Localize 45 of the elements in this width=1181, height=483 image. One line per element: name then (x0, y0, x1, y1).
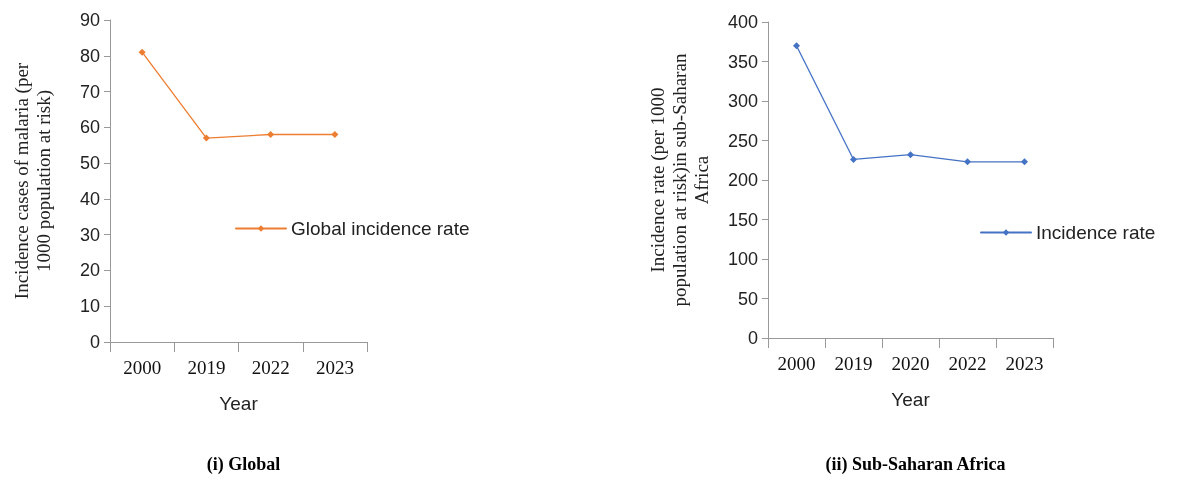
x-tick-label: 2023 (315, 357, 354, 378)
point (138, 48, 146, 56)
y-tick-label: 80 (79, 45, 100, 66)
x-tick-label: 2000 (123, 357, 162, 378)
y-tick-label: 20 (79, 260, 100, 281)
y-axis-title: Incidence rate (per 1000 population at risk)in sub-Saharan Africa (646, 53, 712, 307)
x-tick-label: 2019 (187, 357, 226, 378)
x-tick-label: 2019 (834, 353, 873, 374)
legend-label: Global incidence rate (291, 218, 470, 239)
x-tick-label: 2022 (251, 357, 290, 378)
y-tick-label: 0 (89, 332, 100, 352)
y-tick-label: 200 (727, 170, 758, 190)
point (850, 155, 857, 163)
x-axis-title: Year (891, 389, 931, 410)
y-tick-label: 90 (79, 10, 100, 30)
point (267, 130, 275, 138)
point (964, 158, 971, 166)
y-tick-label: 50 (79, 153, 100, 174)
y-axis-title: Incidence cases of malaria (per 1000 population at risk) (10, 62, 55, 300)
point (331, 130, 339, 138)
y-tick-label: 0 (747, 328, 758, 348)
y-tick-label: 100 (727, 249, 758, 269)
x-tick-label: 2000 (777, 353, 816, 374)
y-tick-label: 350 (727, 51, 758, 72)
text: (i) Global (206, 454, 281, 475)
y-tick-label: 250 (727, 130, 758, 151)
y-tick-label: 40 (79, 188, 100, 209)
y-tick-label: 10 (79, 296, 100, 317)
point (1021, 158, 1028, 166)
x-tick-label: 2020 (891, 353, 930, 374)
x-tick-label: 2022 (948, 353, 987, 374)
legend-label: Incidence rate (1036, 222, 1156, 243)
text: (ii) Sub-Saharan Africa (825, 454, 1006, 475)
y-tick-label: 50 (737, 288, 758, 309)
y-tick-label: 70 (79, 81, 100, 102)
point (202, 134, 210, 142)
x-axis-title: Year (219, 393, 259, 414)
y-tick-label: 60 (79, 117, 100, 138)
x-tick-label: 2023 (1005, 353, 1044, 374)
y-tick-label: 400 (727, 12, 758, 32)
y-tick-label: 300 (727, 91, 758, 111)
point (793, 42, 800, 50)
point (907, 151, 914, 159)
y-tick-label: 150 (727, 209, 758, 230)
y-tick-label: 30 (79, 224, 100, 245)
